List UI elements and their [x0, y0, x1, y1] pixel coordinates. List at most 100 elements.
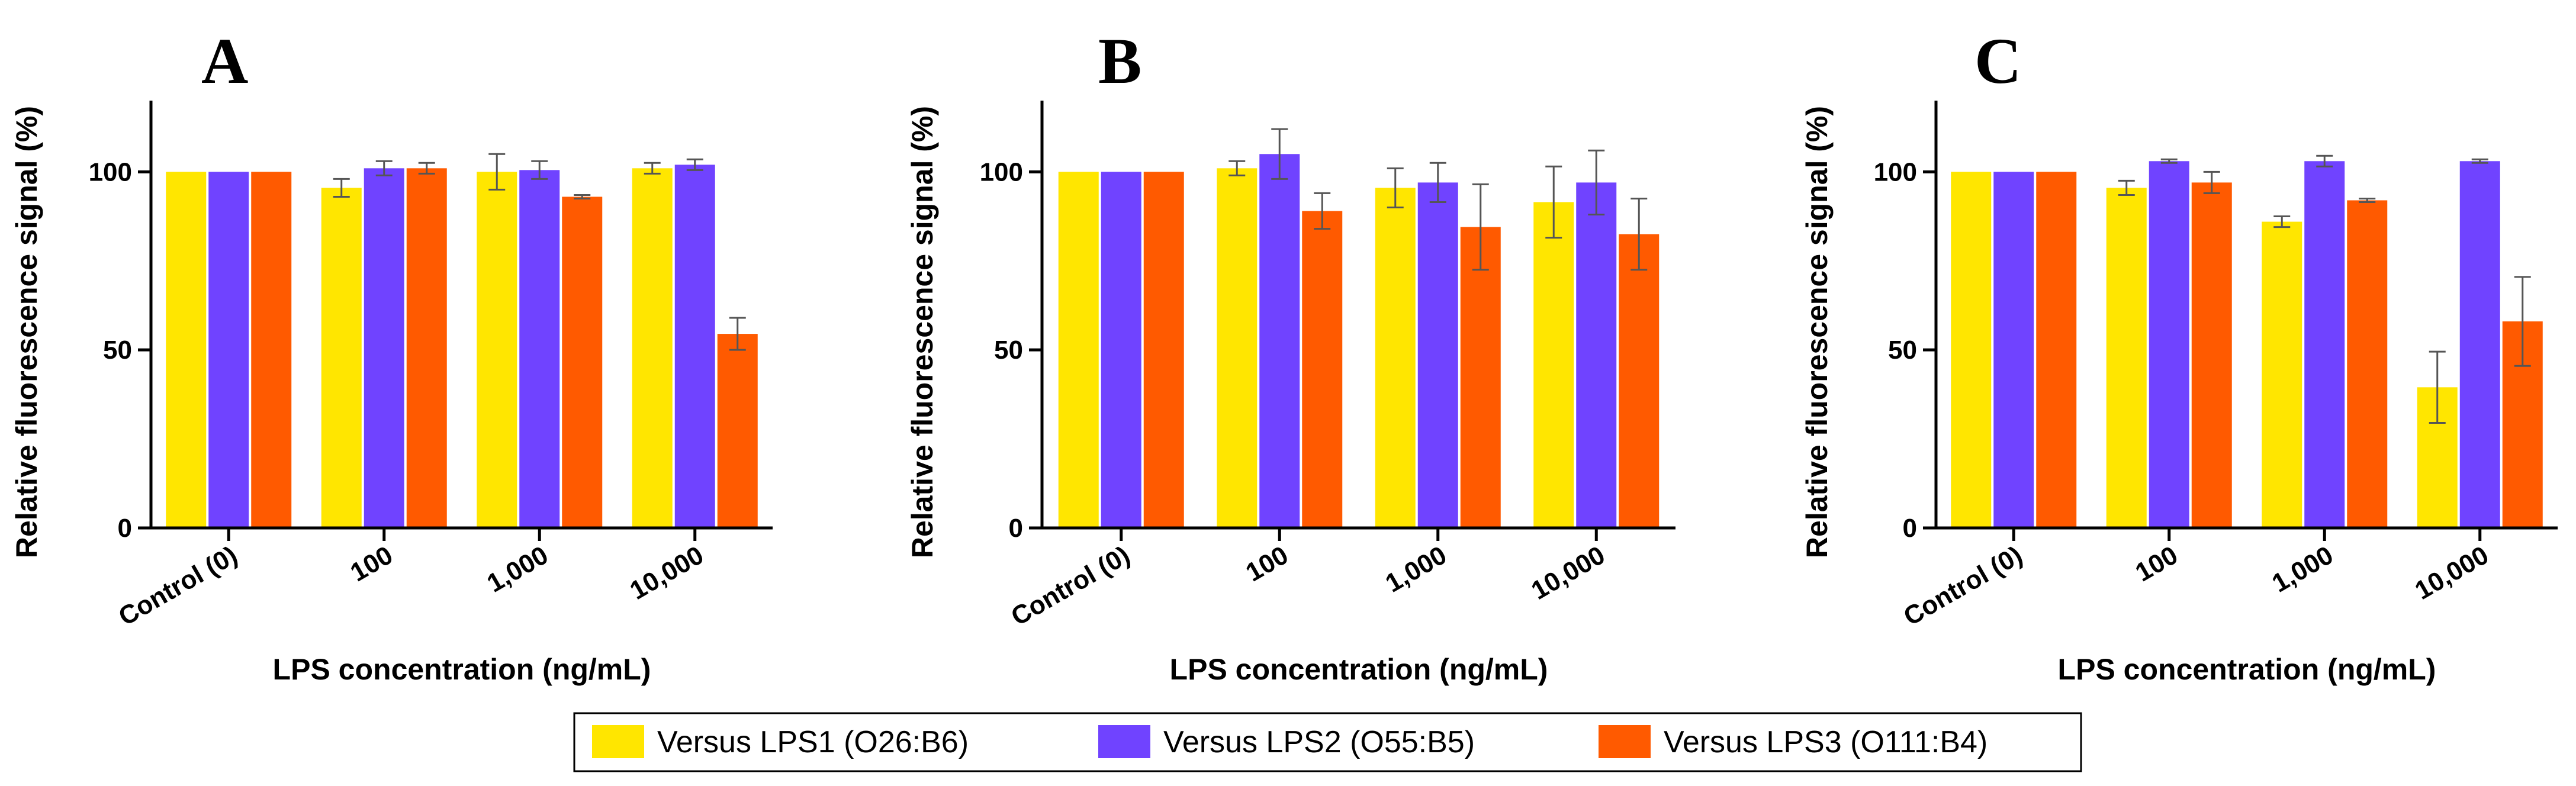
- bar-b-s1-3: [1375, 188, 1416, 528]
- x-tick-label: 10,000: [625, 540, 709, 605]
- bar-a-s2-2: [364, 168, 404, 529]
- legend-swatch-lps3: [1599, 725, 1651, 758]
- error-bar-a-s3-2: [418, 162, 435, 175]
- y-tick-label: 50: [994, 336, 1023, 365]
- error-bar-c-s1-2: [2118, 179, 2135, 196]
- error-bar-b-s3-4: [1630, 197, 1648, 271]
- x-tick-label: 1,000: [2267, 540, 2338, 598]
- x-axis-title: LPS concentration (ng/mL): [2058, 653, 2436, 686]
- error-bar-b-s2-4: [1588, 149, 1605, 216]
- error-bar-c-s3-2: [2203, 170, 2220, 194]
- legend: Versus LPS1 (O26:B6) Versus LPS2 (O55:B5…: [573, 712, 2082, 772]
- panel-a: 0 50 100 Control (0) 100 1,000 10,000 Relative …: [10, 25, 773, 686]
- x-tick-label: 100: [1241, 540, 1293, 587]
- bar-b-s2-2: [1259, 154, 1300, 528]
- legend-frame: [573, 712, 2082, 772]
- bar-a-s3-3: [562, 196, 603, 528]
- y-axis-title: Relative fluorescence signal (%): [1800, 106, 1834, 558]
- bar-a-s3-4: [717, 334, 758, 528]
- y-tick-label: 50: [1888, 336, 1917, 365]
- x-tick-label: Control (0): [1006, 540, 1135, 632]
- y-axis-title: Relative fluorescence signal (%): [906, 106, 939, 558]
- panel-c: 0 50 100 Control (0) 100 1,000 10,000 Relative …: [1800, 25, 2558, 686]
- y-tick-label: 0: [118, 514, 132, 543]
- panel-letter: B: [1098, 25, 1141, 97]
- panel-letter: C: [1974, 25, 2021, 97]
- error-bar-a-s1-3: [488, 153, 506, 191]
- error-bar-c-s3-3: [2359, 197, 2376, 203]
- bar-a-s1-1: [166, 172, 207, 528]
- error-bar-a-s1-4: [644, 162, 661, 175]
- legend-label-lps2: Versus LPS2 (O55:B5): [1163, 725, 1475, 759]
- error-bar-a-s2-4: [686, 158, 703, 171]
- bar-c-s1-3: [2262, 221, 2302, 529]
- x-tick-label: 1,000: [1381, 540, 1452, 598]
- bar-c-s3-2: [2191, 182, 2232, 529]
- bar-b-s3-4: [1619, 234, 1660, 528]
- bar-a-s1-3: [477, 172, 517, 528]
- bar-c-s1-1: [1951, 172, 1992, 528]
- legend-label-lps1: Versus LPS1 (O26:B6): [657, 725, 969, 759]
- bar-a-s2-3: [519, 170, 560, 528]
- error-bar-a-s3-4: [729, 317, 746, 351]
- error-bar-c-s1-4: [2429, 350, 2446, 424]
- bar-c-s2-3: [2304, 161, 2345, 528]
- error-bar-b-s2-2: [1271, 128, 1288, 180]
- bar-a-s2-1: [208, 172, 249, 528]
- x-tick-label: 1,000: [482, 540, 553, 598]
- bar-a-s2-4: [674, 165, 715, 528]
- bar-b-s2-4: [1576, 182, 1617, 529]
- x-axis-title: LPS concentration (ng/mL): [273, 653, 651, 686]
- y-tick-label: 100: [89, 157, 132, 186]
- y-tick-label: 0: [1009, 514, 1023, 543]
- bar-b-s2-1: [1101, 172, 1141, 528]
- panel-letter: A: [201, 25, 248, 97]
- bar-a-s3-2: [406, 168, 447, 529]
- bar-b-s3-2: [1302, 211, 1343, 528]
- x-tick-label: Control (0): [114, 540, 242, 632]
- bar-c-s3-1: [2036, 172, 2077, 528]
- legend-swatch-lps1: [592, 725, 644, 758]
- bar-b-s1-4: [1533, 202, 1574, 529]
- y-tick-label: 0: [1903, 514, 1917, 543]
- y-tick-label: 50: [103, 336, 132, 365]
- y-axis-title: Relative fluorescence signal (%): [10, 106, 43, 558]
- bar-c-s2-2: [2149, 161, 2189, 528]
- bar-b-s3-1: [1143, 172, 1184, 528]
- x-tick-label: 100: [346, 540, 398, 587]
- x-tick-label: 10,000: [2410, 540, 2494, 605]
- bar-c-s3-3: [2347, 200, 2388, 528]
- bar-c-s2-1: [1993, 172, 2034, 528]
- legend-swatch-lps2: [1098, 725, 1150, 758]
- chart-panels: 0 50 100 Control (0) 100 1,000 10,000 Relative …: [10, 25, 2558, 686]
- bar-c-s2-4: [2459, 161, 2500, 528]
- bar-a-s1-4: [632, 168, 673, 529]
- x-axis-title: LPS concentration (ng/mL): [1170, 653, 1548, 686]
- bar-b-s3-3: [1460, 227, 1501, 528]
- bar-b-s1-2: [1217, 168, 1258, 529]
- x-tick-label: 100: [2131, 540, 2183, 587]
- x-tick-label: Control (0): [1899, 540, 2027, 632]
- bar-b-s2-3: [1417, 182, 1458, 529]
- panel-b: 0 50 100 Control (0) 100 1,000 10,000 Relative …: [906, 25, 1675, 686]
- error-bar-c-s2-2: [2160, 158, 2178, 164]
- bar-a-s1-2: [321, 188, 362, 528]
- error-bar-a-s3-3: [574, 194, 591, 199]
- error-bar-b-s1-3: [1387, 167, 1404, 208]
- error-bar-c-s2-4: [2471, 158, 2488, 164]
- bar-c-s1-2: [2106, 188, 2147, 528]
- error-bar-b-s1-4: [1545, 165, 1562, 239]
- error-bar-a-s1-2: [333, 178, 350, 198]
- error-bar-c-s2-3: [2316, 154, 2333, 167]
- x-tick-label: 10,000: [1526, 540, 1610, 605]
- legend-label-lps3: Versus LPS3 (O111:B4): [1664, 725, 1988, 759]
- y-tick-label: 100: [1874, 157, 1917, 186]
- error-bar-c-s1-3: [2273, 215, 2291, 228]
- error-bar-b-s3-3: [1472, 183, 1489, 271]
- error-bar-b-s1-2: [1228, 160, 1246, 176]
- error-bar-b-s2-3: [1429, 162, 1446, 203]
- error-bar-a-s2-3: [531, 160, 548, 180]
- y-tick-label: 100: [980, 157, 1023, 186]
- bar-b-s1-1: [1058, 172, 1099, 528]
